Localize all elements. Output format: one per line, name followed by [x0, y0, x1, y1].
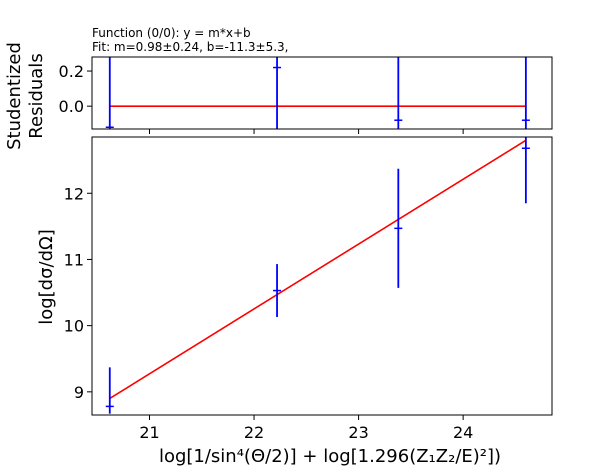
residuals-panel: 0.0 0.2 — [59, 56, 553, 134]
main-xtick-label: 23 — [348, 423, 368, 442]
residuals-ylabel: Studentized Residuals — [4, 42, 47, 150]
main-ytick-label: 11 — [64, 250, 84, 269]
residuals-plot-area — [105, 57, 530, 129]
fit-text: Fit: m=0.98±0.24, b=-11.3±5.3, — [92, 40, 288, 54]
residuals-ylabel-line-2: Residuals — [26, 53, 47, 138]
main-xtick-label: 24 — [453, 423, 473, 442]
main-ytick-label: 9 — [74, 383, 84, 402]
residuals-ytick-label: 0.2 — [59, 62, 84, 81]
main-xlabel: log[1/sin⁴(Θ/2)] + log[1.296(Z₁Z₂/E)²]) — [159, 446, 501, 467]
main-xtick-label: 22 — [244, 423, 264, 442]
main-ytick-label: 12 — [64, 184, 84, 203]
main-ytick-label: 10 — [64, 317, 84, 336]
main-xtick-label: 21 — [139, 423, 159, 442]
residuals-ylabel-line-1: Studentized — [4, 42, 25, 150]
residuals-ytick-label: 0.0 — [59, 97, 84, 116]
main-plot-area — [105, 137, 530, 414]
main-fit-line — [109, 139, 527, 400]
function-text: Function (0/0): y = m*x+b — [92, 26, 251, 40]
residuals-axes-frame — [91, 56, 553, 130]
main-axes-frame — [91, 136, 553, 416]
main-panel: 9 10 11 12 21 22 23 24 — [64, 136, 553, 442]
main-ylabel: log[dσ/dΩ] — [36, 229, 57, 325]
